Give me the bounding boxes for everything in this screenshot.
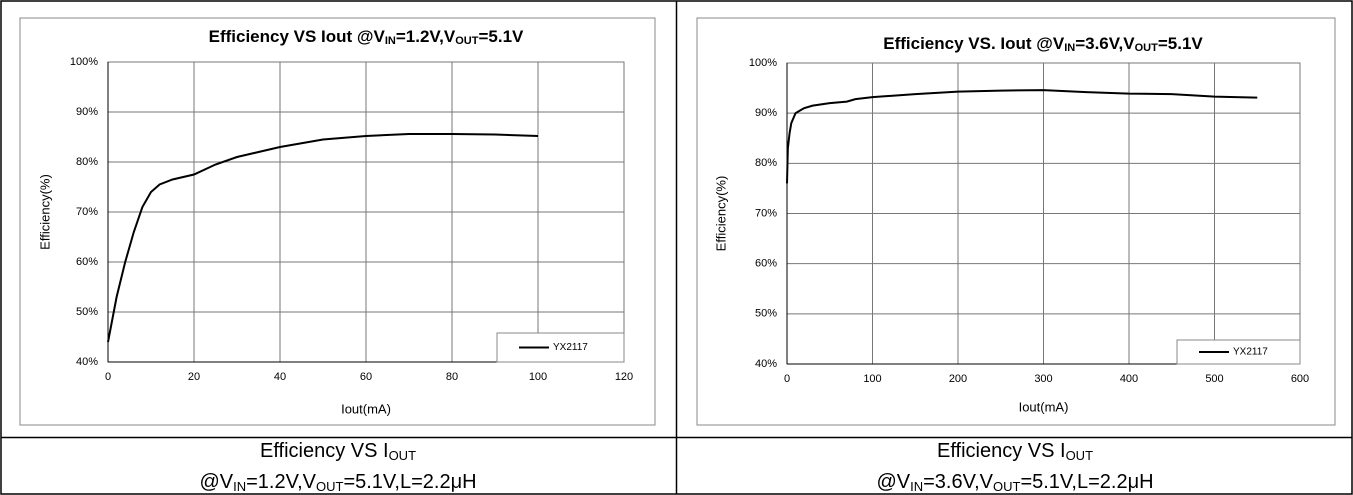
y-axis-label: Efficiency(%) xyxy=(713,176,728,252)
x-tick-label: 300 xyxy=(1034,373,1052,385)
y-tick-label: 80% xyxy=(755,157,777,169)
y-tick-label: 50% xyxy=(755,308,777,320)
title-part: =3.6V,V xyxy=(1075,34,1135,53)
y-tick-label: 40% xyxy=(755,358,777,370)
x-tick-label: 120 xyxy=(615,371,633,383)
caption-line: @VIN=3.6V,VOUT=5.1V,L=2.2μH xyxy=(677,469,1353,495)
x-tick-label: 200 xyxy=(949,373,967,385)
title-part: OUT xyxy=(1135,42,1159,54)
caption-part: Efficiency VS I xyxy=(936,440,1066,462)
caption-line: Efficiency VS IOUT xyxy=(677,438,1353,469)
caption-part: =3.6V,V xyxy=(923,471,993,493)
y-tick-label: 70% xyxy=(76,206,98,218)
title-part: OUT xyxy=(455,35,479,47)
title-part: =1.2V,V xyxy=(396,27,456,46)
caption-part: Efficiency VS I xyxy=(259,440,389,462)
caption-part: @V xyxy=(876,471,911,493)
y-tick-label: 70% xyxy=(755,207,777,219)
title-part: IN xyxy=(385,35,396,47)
x-axis-label: Iout(mA) xyxy=(341,401,391,416)
charts: 40% 50% 60% 70% 80% 90% 100% 0 20 40 60 80 100 120 Eff… xyxy=(19,17,1336,426)
caption-part: =5.1V,L=2.2μH xyxy=(343,471,477,493)
y-tick-label: 50% xyxy=(76,306,98,318)
caption-part: @V xyxy=(199,471,234,493)
x-tick-label: 20 xyxy=(188,371,200,383)
y-tick-label: 100% xyxy=(70,56,98,68)
x-tick-label: 0 xyxy=(784,373,790,385)
caption: Efficiency VS IOUT @VIN=1.2V,VOUT=5.1V,L=… xyxy=(0,438,676,495)
y-tick-label: 100% xyxy=(749,57,777,69)
caption-line: Efficiency VS IOUT xyxy=(0,438,676,469)
y-tick-label: 40% xyxy=(76,356,98,368)
title-part: =5.1V xyxy=(478,27,524,46)
x-tick-label: 60 xyxy=(360,371,372,383)
title-part: IN xyxy=(1064,42,1075,54)
legend-label: YX2117 xyxy=(1233,347,1268,358)
y-tick-label: 90% xyxy=(755,107,777,119)
legend-label: YX2117 xyxy=(553,342,588,353)
x-tick-label: 80 xyxy=(446,371,458,383)
title-part: Efficiency VS. Iout @V xyxy=(883,34,1065,53)
y-tick-label: 60% xyxy=(755,258,777,270)
x-tick-label: 100 xyxy=(529,371,547,383)
x-tick-label: 0 xyxy=(105,371,111,383)
caption-part: OUT xyxy=(388,448,417,463)
caption: Efficiency VS IOUT @VIN=3.6V,VOUT=5.1V,L=… xyxy=(677,438,1353,495)
y-tick-label: 80% xyxy=(76,156,98,168)
x-tick-label: 400 xyxy=(1120,373,1138,385)
caption-part: IN xyxy=(233,479,247,494)
x-tick-label: 500 xyxy=(1205,373,1223,385)
y-tick-label: 90% xyxy=(76,106,98,118)
title-part: Efficiency VS Iout @V xyxy=(209,27,386,46)
caption-line: @VIN=1.2V,VOUT=5.1V,L=2.2μH xyxy=(0,469,676,495)
x-tick-label: 600 xyxy=(1291,373,1309,385)
x-axis-label: Iout(mA) xyxy=(1019,399,1069,414)
x-tick-label: 40 xyxy=(274,371,286,383)
caption-part: OUT xyxy=(315,479,344,494)
y-tick-label: 60% xyxy=(76,256,98,268)
caption-part: =5.1V,L=2.2μH xyxy=(1020,471,1154,493)
caption-part: IN xyxy=(910,479,924,494)
caption-part: OUT xyxy=(992,479,1021,494)
y-axis-label: Efficiency(%) xyxy=(37,174,52,250)
caption-part: OUT xyxy=(1065,448,1094,463)
x-tick-label: 100 xyxy=(863,373,881,385)
caption-part: =1.2V,V xyxy=(246,471,316,493)
title-part: =5.1V xyxy=(1158,34,1204,53)
